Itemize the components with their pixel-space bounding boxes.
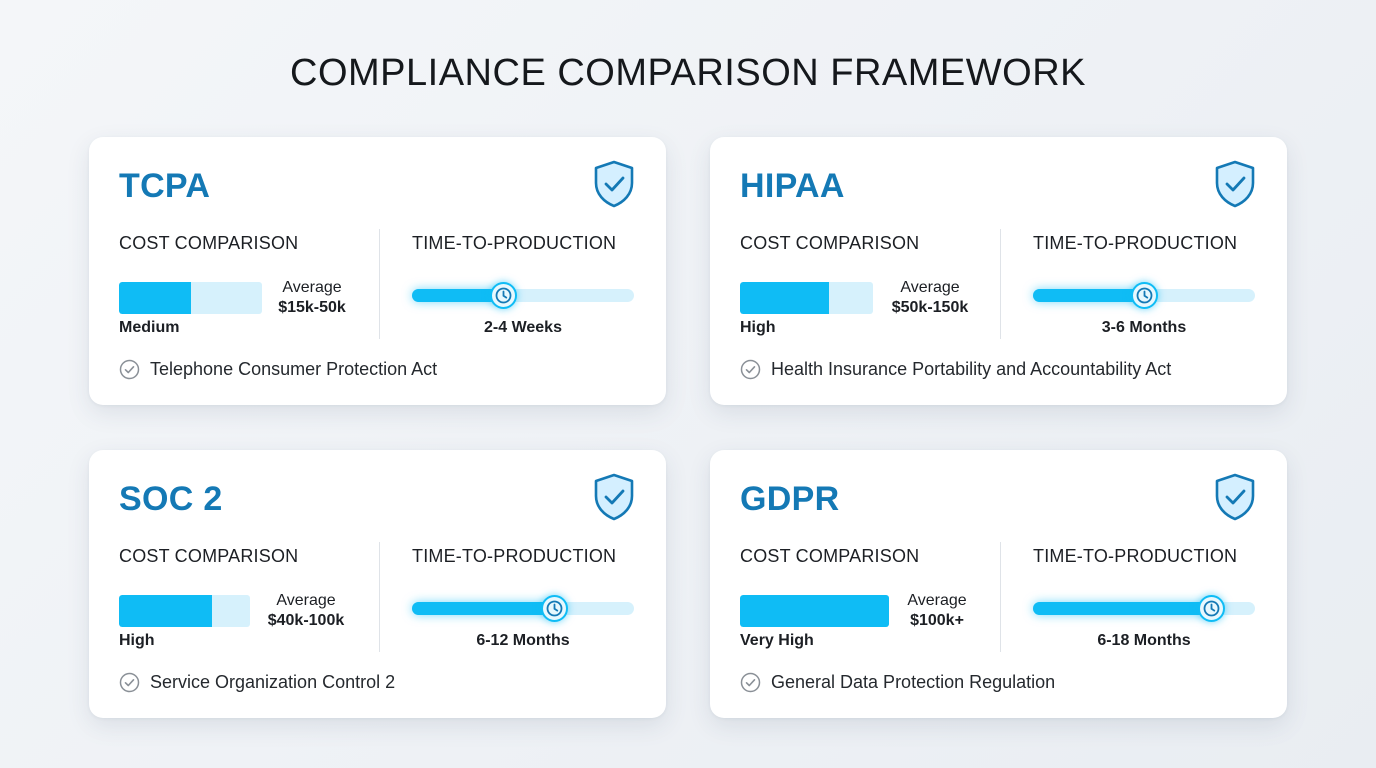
card-gdpr: GDPR COST COMPARISON TIME-TO-PRODUCTION …: [710, 450, 1287, 718]
card-title: GDPR: [740, 480, 840, 518]
description: Service Organization Control 2: [119, 672, 395, 693]
check-circle-icon: [740, 359, 761, 380]
time-progress-knob[interactable]: [1197, 595, 1225, 622]
description: Health Insurance Portability and Account…: [740, 359, 1171, 380]
cost-bar-fill: [740, 282, 830, 314]
cost-bar-fill: [740, 595, 889, 627]
time-value: 3-6 Months: [1101, 319, 1187, 336]
cost-level: High: [740, 319, 776, 336]
clock-icon: [1136, 287, 1153, 304]
time-progress-fill: [1033, 289, 1144, 302]
shield-check-icon: [594, 473, 634, 521]
time-to-production-label: TIME-TO-PRODUCTION: [412, 233, 617, 253]
description-text: General Data Protection Regulation: [771, 672, 1056, 692]
check-circle-icon: [119, 672, 140, 693]
description-text: Telephone Consumer Protection Act: [150, 359, 438, 379]
card-title: HIPAA: [740, 167, 845, 205]
time-value: 2-4 Weeks: [484, 319, 562, 336]
time-value: 6-18 Months: [1097, 632, 1191, 649]
cost-range: $15k-50k: [278, 299, 346, 316]
description-text: Health Insurance Portability and Account…: [771, 359, 1172, 379]
average-label: Average: [900, 279, 960, 296]
cost-level: High: [119, 632, 155, 649]
time-to-production-label: TIME-TO-PRODUCTION: [1033, 546, 1238, 566]
description: General Data Protection Regulation: [740, 672, 1055, 693]
cost-level: Medium: [119, 319, 180, 336]
page-title: COMPLIANCE COMPARISON FRAMEWORK: [290, 52, 1086, 94]
cost-bar-fill: [119, 282, 191, 314]
cost-range: $40k-100k: [267, 612, 345, 629]
card-tcpa: TCPA COST COMPARISON TIME-TO-PRODUCTION …: [89, 137, 666, 405]
cost-average: Average $15k-50k: [242, 278, 382, 318]
shield-check-icon: [1215, 473, 1255, 521]
time-progress-track: [1033, 282, 1255, 309]
card-title: TCPA: [119, 167, 211, 205]
time-to-production-label: TIME-TO-PRODUCTION: [412, 546, 617, 566]
time-progress-fill: [412, 289, 504, 302]
clock-icon: [546, 600, 563, 617]
time-to-production-label: TIME-TO-PRODUCTION: [1033, 233, 1238, 253]
time-progress-knob[interactable]: [541, 595, 569, 622]
cost-comparison-label: COST COMPARISON: [119, 233, 299, 253]
cost-average: Average $100k+: [867, 591, 1007, 631]
cost-range: $50k-150k: [891, 299, 969, 316]
divider: [1000, 542, 1001, 652]
cost-comparison-label: COST COMPARISON: [119, 546, 299, 566]
time-progress-track: [1033, 595, 1255, 622]
divider: [1000, 229, 1001, 339]
divider: [379, 229, 380, 339]
card-soc2: SOC 2 COST COMPARISON TIME-TO-PRODUCTION…: [89, 450, 666, 718]
cost-average: Average $50k-150k: [860, 278, 1000, 318]
time-progress-knob[interactable]: [490, 282, 518, 309]
description-text: Service Organization Control 2: [150, 672, 396, 692]
clock-icon: [495, 287, 512, 304]
check-circle-icon: [740, 672, 761, 693]
card-title: SOC 2: [119, 480, 223, 518]
time-progress-track: [412, 595, 634, 622]
average-label: Average: [907, 592, 967, 609]
cost-comparison-label: COST COMPARISON: [740, 546, 920, 566]
cost-bar: [119, 595, 250, 627]
time-progress-knob[interactable]: [1131, 282, 1158, 309]
shield-check-icon: [594, 160, 634, 208]
cost-bar-fill: [119, 595, 212, 627]
description: Telephone Consumer Protection Act: [119, 359, 437, 380]
cost-comparison-label: COST COMPARISON: [740, 233, 920, 253]
time-progress-fill: [412, 602, 555, 615]
clock-icon: [1203, 600, 1219, 617]
cost-bar: [740, 282, 873, 314]
shield-check-icon: [1215, 160, 1255, 208]
cost-range: $100k+: [910, 612, 964, 629]
check-circle-icon: [119, 359, 140, 380]
time-progress-track: [412, 282, 634, 309]
time-value: 6-12 Months: [476, 632, 570, 649]
cost-average: Average $40k-100k: [236, 591, 376, 631]
cost-bar: [740, 595, 889, 627]
average-label: Average: [282, 279, 342, 296]
average-label: Average: [276, 592, 336, 609]
divider: [379, 542, 380, 652]
cost-level: Very High: [740, 632, 814, 649]
card-hipaa: HIPAA COST COMPARISON TIME-TO-PRODUCTION…: [710, 137, 1287, 405]
time-progress-fill: [1033, 602, 1211, 615]
cost-bar: [119, 282, 262, 314]
